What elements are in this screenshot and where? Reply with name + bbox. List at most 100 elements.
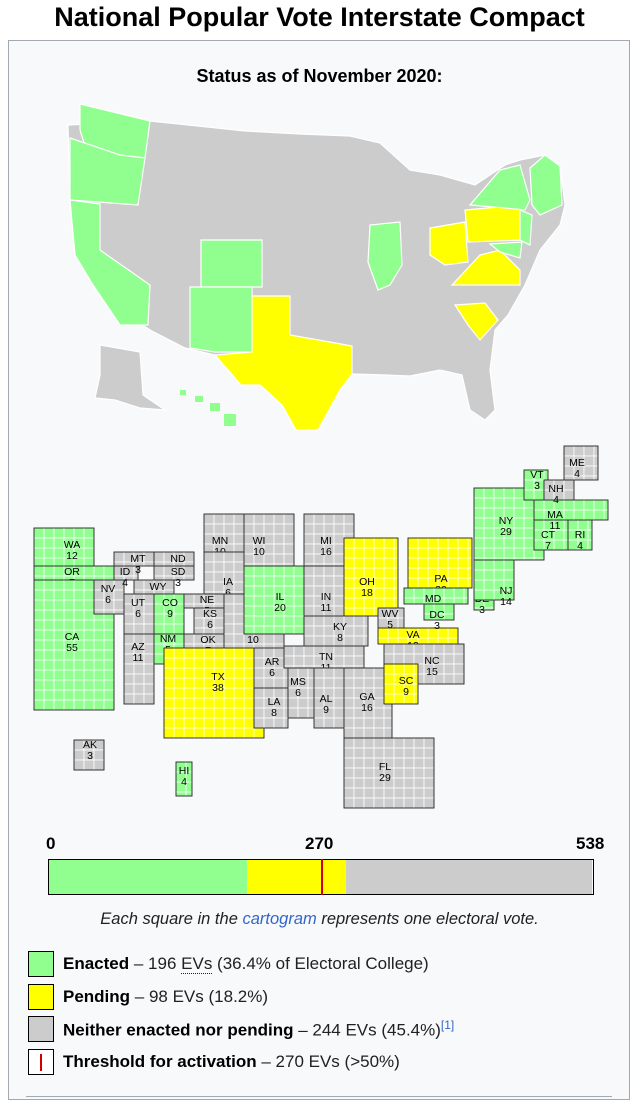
cartogram-square-ga	[373, 727, 385, 739]
cartogram-link[interactable]: cartogram	[242, 910, 317, 928]
cartogram-square-nj	[473, 589, 485, 601]
cartogram-square-ms	[287, 707, 299, 719]
cartogram-ev-ca: 55	[66, 642, 78, 654]
cartogram-square-tx	[243, 697, 255, 709]
cartogram-abbr-ut: UT	[131, 597, 146, 609]
cartogram-square-fl	[423, 767, 435, 779]
cartogram-square-sc	[403, 663, 415, 675]
cartogram-square-ny	[483, 547, 495, 559]
cartogram-square-sd	[153, 565, 165, 577]
cartogram-square-nj	[493, 569, 505, 581]
cartogram-square-ca	[43, 689, 55, 701]
cartogram-square-mi	[333, 523, 345, 535]
cartogram-square-nv	[113, 589, 125, 601]
cartogram-square-ga	[353, 677, 365, 689]
cartogram-square-tx	[203, 657, 215, 669]
cartogram-square-ut	[133, 623, 145, 635]
cartogram-square-ct	[533, 539, 545, 551]
cartogram-square-ma	[573, 509, 585, 521]
cartogram-square-az	[143, 683, 155, 695]
cartogram-square-nc	[423, 643, 435, 655]
cartogram-square-ca	[53, 669, 65, 681]
cartogram-square-ca	[43, 579, 55, 591]
evs-abbr[interactable]: EVs	[181, 954, 213, 974]
cartogram-square-tx	[233, 707, 245, 719]
cartogram-square-ca	[83, 639, 95, 651]
cartogram-abbr-tx: TX	[211, 671, 224, 683]
cartogram-square-il	[263, 605, 275, 617]
cartogram-square-md	[463, 587, 469, 599]
cartogram-square-oh	[363, 547, 375, 559]
map-subtitle: Status as of November 2020:	[196, 66, 443, 86]
cartogram-square-il	[293, 625, 305, 635]
cartogram-ev-wv: 5	[387, 619, 393, 631]
cartogram-square-il	[263, 575, 275, 587]
cartogram-square-al	[333, 697, 345, 709]
cartogram-square-sc	[413, 693, 419, 705]
cartogram-square-ga	[373, 687, 385, 699]
cartogram-square-la	[283, 697, 289, 709]
cartogram-square-tx	[233, 667, 245, 679]
cartogram-square-hi	[185, 791, 193, 797]
reference-link[interactable]: [1]	[440, 1018, 455, 1033]
cartogram-square-ia	[223, 561, 235, 573]
cartogram-square-md	[443, 587, 455, 599]
cartogram-abbr-ne: NE	[200, 594, 215, 606]
cartogram-abbr-il: IL	[276, 591, 285, 603]
cartogram-square-il	[253, 625, 265, 635]
cartogram-square-ms	[307, 677, 315, 689]
cartogram-square-il	[293, 565, 305, 577]
cartogram-square-md	[453, 587, 465, 599]
cartogram-square-fl	[343, 737, 355, 749]
cartogram-square-ms	[287, 697, 299, 709]
cartogram-square-fl	[403, 737, 415, 749]
cartogram-square-nj	[473, 559, 485, 571]
cartogram-square-pa	[447, 577, 459, 589]
cartogram-square-ny	[473, 547, 485, 559]
cartogram-ev-tx: 38	[212, 682, 224, 694]
cartogram-square-ma	[593, 499, 605, 511]
legend-threshold-text: – 270 EVs (>50%)	[256, 1052, 400, 1071]
cartogram-square-il	[243, 605, 255, 617]
cartogram-square-mn	[233, 523, 245, 535]
cartogram-square-fl	[383, 787, 395, 799]
cartogram-square-ct	[563, 539, 569, 551]
cartogram-square-ca	[83, 659, 95, 671]
cartogram-ev-de: 3	[479, 604, 485, 616]
cartogram-square-al	[333, 707, 345, 719]
cartogram-square-in	[303, 585, 315, 597]
cartogram-square-ok	[183, 633, 195, 645]
cartogram-square-oh	[343, 577, 355, 589]
cartogram-square-il	[253, 575, 265, 587]
cartogram-square-wi	[253, 523, 265, 535]
cartogram-square-ny	[493, 487, 505, 499]
cartogram-square-ca	[63, 589, 75, 601]
cartogram-ev-co: 9	[167, 608, 173, 620]
cartogram-abbr-nh: NH	[548, 483, 563, 495]
legend-neither: Neither enacted nor pending – 244 EVs (4…	[28, 1015, 454, 1043]
cartogram-square-wi	[273, 513, 285, 525]
cartogram-square-ca	[103, 669, 115, 681]
us-mainland-outline	[67, 120, 566, 431]
cartogram-square-sc	[383, 673, 395, 685]
cartogram-square-or	[93, 575, 105, 581]
cartogram-square-ga	[343, 677, 355, 689]
cartogram-square-ky	[363, 635, 369, 647]
cartogram-square-oh	[373, 597, 385, 609]
cartogram-square-oh	[383, 567, 395, 579]
cartogram-square-or	[103, 565, 115, 577]
cartogram-square-ca	[33, 619, 45, 631]
cartogram-square-pa	[427, 547, 439, 559]
cartogram-ev-il: 20	[274, 602, 286, 614]
cartogram-square-oh	[383, 577, 395, 589]
cartogram-square-nm	[153, 643, 165, 655]
cartogram-abbr-tn: TN	[319, 651, 333, 663]
cartogram-square-fl	[413, 767, 425, 779]
cartogram-square-wa	[33, 557, 45, 567]
cartogram-square-or	[43, 565, 55, 577]
cartogram-square-tx	[223, 697, 235, 709]
cartogram-square-ny	[523, 517, 535, 529]
cartogram-square-ca	[103, 679, 115, 691]
cartogram-square-tx	[233, 657, 245, 669]
